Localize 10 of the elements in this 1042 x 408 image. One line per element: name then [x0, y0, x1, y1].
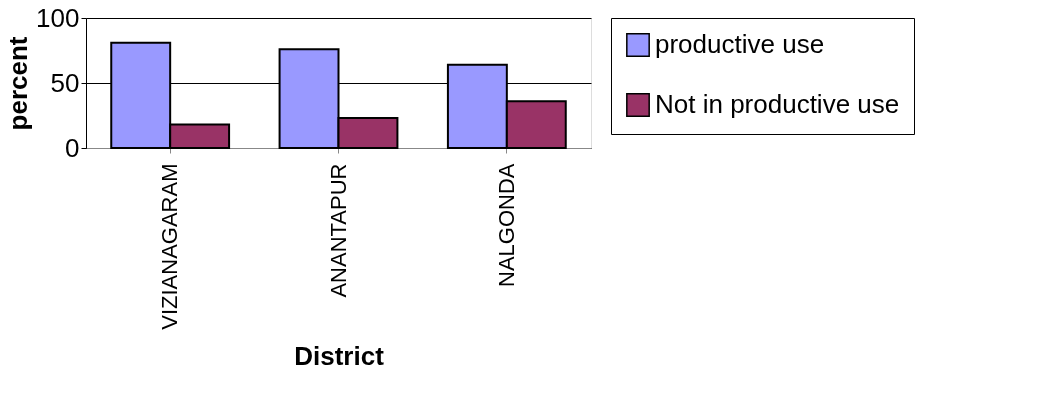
y-axis-title: percent: [3, 36, 34, 131]
y-tick-label: 100: [36, 2, 80, 33]
legend-label: Not in productive use: [655, 89, 900, 119]
legend-label: productive use: [655, 29, 825, 59]
x-tick-label: VIZIANAGARAM: [157, 163, 183, 330]
x-tick-label: ANANTAPUR: [325, 163, 351, 298]
x-axis-title: District: [294, 340, 385, 371]
x-tick-label: NALGONDA: [493, 163, 519, 287]
y-tick-label: 50: [50, 67, 80, 98]
y-tick-label: 0: [65, 132, 80, 163]
